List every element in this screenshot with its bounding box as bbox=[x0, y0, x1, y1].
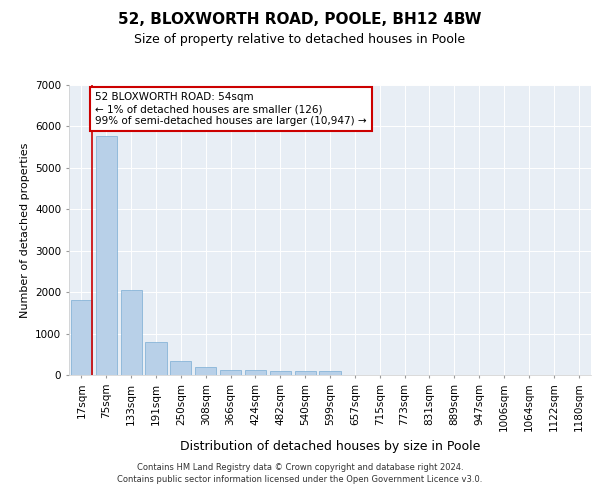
Bar bbox=[295, 371, 316, 375]
Text: Contains public sector information licensed under the Open Government Licence v3: Contains public sector information licen… bbox=[118, 475, 482, 484]
Bar bbox=[71, 300, 92, 375]
Bar bbox=[195, 366, 216, 375]
Text: Size of property relative to detached houses in Poole: Size of property relative to detached ho… bbox=[134, 32, 466, 46]
Bar bbox=[270, 371, 291, 375]
Bar bbox=[170, 361, 191, 375]
Bar bbox=[220, 370, 241, 375]
Bar bbox=[319, 372, 341, 375]
Bar bbox=[121, 290, 142, 375]
Bar bbox=[145, 342, 167, 375]
Bar bbox=[96, 136, 117, 375]
Text: Contains HM Land Registry data © Crown copyright and database right 2024.: Contains HM Land Registry data © Crown c… bbox=[137, 462, 463, 471]
X-axis label: Distribution of detached houses by size in Poole: Distribution of detached houses by size … bbox=[180, 440, 480, 452]
Text: 52, BLOXWORTH ROAD, POOLE, BH12 4BW: 52, BLOXWORTH ROAD, POOLE, BH12 4BW bbox=[118, 12, 482, 28]
Text: 52 BLOXWORTH ROAD: 54sqm
← 1% of detached houses are smaller (126)
99% of semi-d: 52 BLOXWORTH ROAD: 54sqm ← 1% of detache… bbox=[95, 92, 367, 126]
Y-axis label: Number of detached properties: Number of detached properties bbox=[20, 142, 29, 318]
Bar bbox=[245, 370, 266, 375]
